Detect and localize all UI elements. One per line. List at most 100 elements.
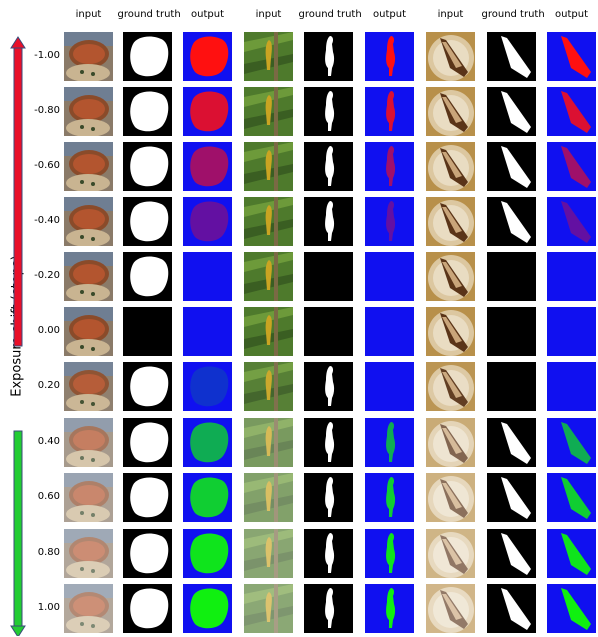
- output-map: [183, 87, 232, 136]
- output-map: [547, 197, 596, 246]
- input-image: [426, 529, 475, 578]
- ground-truth-mask: [123, 473, 172, 522]
- column-header-6: output: [373, 9, 406, 20]
- input-image: [64, 473, 113, 522]
- output-map: [365, 252, 414, 301]
- ground-truth-mask: [487, 197, 536, 246]
- input-image: [244, 252, 293, 301]
- ground-truth-mask: [123, 252, 172, 301]
- ground-truth-mask: [487, 87, 536, 136]
- output-map: [547, 473, 596, 522]
- ground-truth-mask: [123, 87, 172, 136]
- input-image: [426, 473, 475, 522]
- input-image: [64, 142, 113, 191]
- ground-truth-mask: [487, 307, 536, 356]
- ground-truth-mask: [487, 32, 536, 81]
- row-label: 0.80: [37, 546, 60, 558]
- input-image: [426, 252, 475, 301]
- column-header-3: output: [191, 9, 224, 20]
- ground-truth-mask: [123, 307, 172, 356]
- row-label: 0.00: [37, 324, 60, 336]
- column-header-4: input: [255, 9, 282, 20]
- ground-truth-mask: [304, 418, 353, 467]
- input-image: [244, 584, 293, 633]
- output-map: [183, 197, 232, 246]
- row-label: -0.60: [34, 159, 60, 171]
- input-image: [64, 87, 113, 136]
- row-label: 1.00: [37, 601, 60, 613]
- output-map: [183, 252, 232, 301]
- column-header-8: ground truth: [481, 9, 545, 20]
- ground-truth-mask: [123, 32, 172, 81]
- ground-truth-mask: [304, 142, 353, 191]
- ground-truth-mask: [487, 584, 536, 633]
- output-map: [547, 418, 596, 467]
- input-image: [244, 32, 293, 81]
- input-image: [426, 307, 475, 356]
- input-image: [64, 252, 113, 301]
- ground-truth-mask: [487, 362, 536, 411]
- ground-truth-mask: [487, 142, 536, 191]
- input-image: [426, 584, 475, 633]
- row-label: -0.40: [34, 214, 60, 226]
- row-label: -1.00: [34, 49, 60, 61]
- input-image: [244, 362, 293, 411]
- output-map: [365, 473, 414, 522]
- output-map: [365, 197, 414, 246]
- red-arrow-shaft: [13, 47, 23, 347]
- ground-truth-mask: [123, 418, 172, 467]
- output-map: [365, 584, 414, 633]
- input-image: [64, 197, 113, 246]
- output-map: [365, 87, 414, 136]
- output-map: [365, 362, 414, 411]
- column-header-1: input: [75, 9, 102, 20]
- input-image: [426, 32, 475, 81]
- output-map: [183, 362, 232, 411]
- output-map: [365, 142, 414, 191]
- row-label: 0.60: [37, 490, 60, 502]
- ground-truth-mask: [304, 87, 353, 136]
- column-header-7: input: [437, 9, 464, 20]
- output-map: [183, 32, 232, 81]
- output-map: [547, 584, 596, 633]
- green-arrow-shaft: [13, 430, 23, 627]
- input-image: [64, 362, 113, 411]
- ground-truth-mask: [304, 307, 353, 356]
- input-image: [64, 32, 113, 81]
- output-map: [183, 529, 232, 578]
- input-image: [64, 418, 113, 467]
- output-map: [183, 142, 232, 191]
- output-map: [365, 418, 414, 467]
- ground-truth-mask: [123, 362, 172, 411]
- output-map: [547, 307, 596, 356]
- ground-truth-mask: [304, 362, 353, 411]
- output-map: [183, 584, 232, 633]
- input-image: [244, 307, 293, 356]
- output-map: [365, 32, 414, 81]
- input-image: [244, 87, 293, 136]
- ground-truth-mask: [304, 32, 353, 81]
- input-image: [426, 87, 475, 136]
- ground-truth-mask: [123, 142, 172, 191]
- output-map: [547, 142, 596, 191]
- ground-truth-mask: [487, 529, 536, 578]
- input-image: [426, 142, 475, 191]
- input-image: [426, 197, 475, 246]
- output-map: [547, 362, 596, 411]
- output-map: [547, 252, 596, 301]
- ground-truth-mask: [123, 529, 172, 578]
- ground-truth-mask: [304, 584, 353, 633]
- row-label: -0.80: [34, 104, 60, 116]
- input-image: [244, 142, 293, 191]
- input-image: [244, 473, 293, 522]
- ground-truth-mask: [304, 473, 353, 522]
- input-image: [426, 362, 475, 411]
- output-map: [547, 529, 596, 578]
- input-image: [64, 307, 113, 356]
- input-image: [244, 418, 293, 467]
- output-map: [183, 307, 232, 356]
- input-image: [64, 584, 113, 633]
- ground-truth-mask: [304, 197, 353, 246]
- row-label: 0.40: [37, 435, 60, 447]
- exposure-arrows: [10, 36, 26, 636]
